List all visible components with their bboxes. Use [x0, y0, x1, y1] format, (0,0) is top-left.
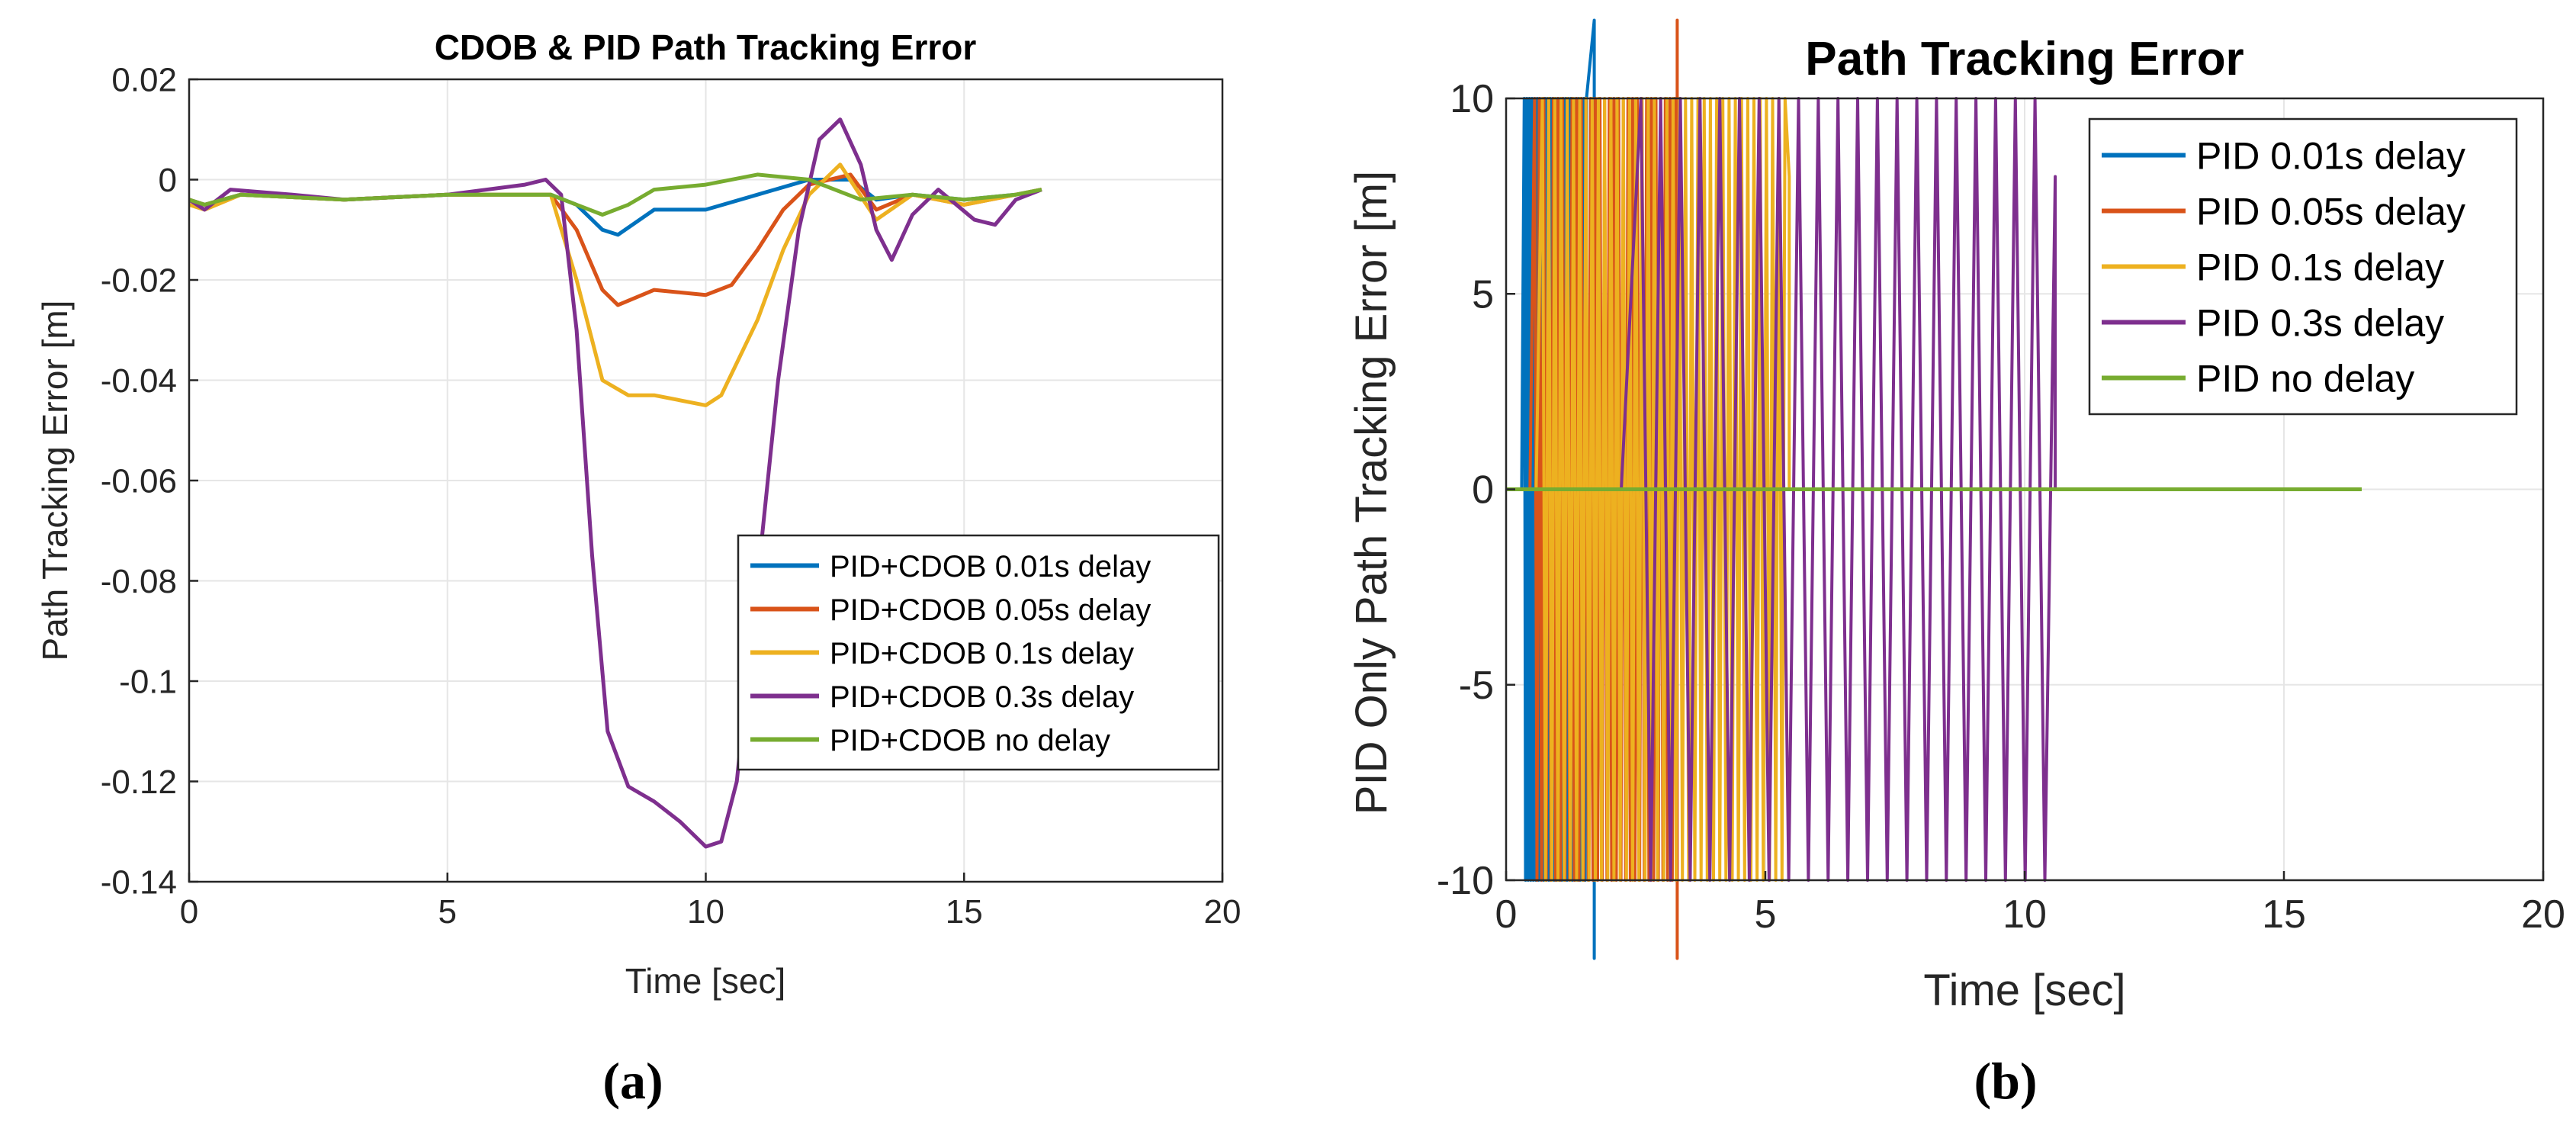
chart-a-legend-label-pid-cdob-0-05s-delay: PID+CDOB 0.05s delay: [830, 593, 1151, 627]
chart-b-ytick-label: -10: [1437, 859, 1494, 903]
chart-b-ytick-label: 10: [1450, 77, 1494, 121]
chart-b-legend-label-pid-no-delay: PID no delay: [2196, 358, 2414, 400]
chart-b-xtick-label: 0: [1495, 892, 1518, 937]
chart-a-legend-label-pid-cdob-0-01s-delay: PID+CDOB 0.01s delay: [830, 550, 1151, 584]
chart-a-caption: (a): [602, 1052, 663, 1110]
chart-b-legend-label-pid-0-1s-delay: PID 0.1s delay: [2196, 246, 2444, 289]
chart-b-legend-label-pid-0-05s-delay: PID 0.05s delay: [2196, 191, 2465, 233]
chart-b-legend-label-pid-0-3s-delay: PID 0.3s delay: [2196, 302, 2444, 345]
chart-b: 0 5 10 15 20 -10 -5 0 5 10 Path Tracking Error Ti…: [1347, 18, 2565, 1110]
chart-a-ylabel: Path Tracking Error [m]: [35, 301, 75, 661]
chart-a-ytick-label: 0: [159, 162, 177, 199]
chart-b-ytick-label: -5: [1459, 664, 1494, 708]
chart-a-ytick-label: -0.1: [119, 663, 177, 700]
chart-b-caption: (b): [1974, 1052, 2037, 1110]
chart-a-ytick-label: -0.04: [101, 362, 177, 400]
chart-b-ytick-label: 5: [1472, 272, 1494, 317]
chart-a-xlabel: Time [sec]: [625, 961, 785, 1001]
chart-b-xtick-label: 20: [2521, 892, 2565, 937]
chart-b-xtick-label: 5: [1755, 892, 1777, 937]
chart-a-series-pid-cdob-no-delay: [189, 172, 1042, 217]
chart-a-xtick-label: 15: [946, 893, 983, 931]
chart-a-ytick-label: -0.12: [101, 764, 177, 801]
chart-b-ylabel: PID Only Path Tracking Error [m]: [1347, 171, 1396, 815]
chart-a-xtick-label: 0: [180, 893, 198, 931]
chart-b-xtick-label: 10: [2003, 892, 2047, 937]
chart-a-ytick-label: 0.02: [111, 61, 177, 98]
chart-a-legend: PID+CDOB 0.01s delay PID+CDOB 0.05s delay…: [737, 534, 1220, 771]
chart-a-ytick-label: -0.14: [101, 863, 177, 901]
chart-b-ytick-label: 0: [1472, 468, 1494, 513]
chart-a-xtick-label: 10: [687, 893, 724, 931]
chart-b-legend-label-pid-0-01s-delay: PID 0.01s delay: [2196, 135, 2465, 178]
chart-a-xtick-label: 5: [438, 893, 457, 931]
chart-a: 0 5 10 15 20 -0.14 -0.12 -0.1 -0.08 -0.06 -0.04 -0.…: [35, 27, 1241, 1110]
chart-a-title: CDOB & PID Path Tracking Error: [435, 27, 977, 67]
chart-a-xtick-label: 20: [1204, 893, 1241, 931]
chart-b-legend: PID 0.01s delay PID 0.05s delay PID 0.1s d…: [2088, 117, 2518, 416]
chart-a-legend-label-pid-cdob-0-1s-delay: PID+CDOB 0.1s delay: [830, 637, 1134, 670]
chart-a-ytick-label: -0.06: [101, 462, 177, 500]
chart-b-xtick-label: 15: [2262, 892, 2306, 937]
chart-b-title: Path Tracking Error: [1805, 33, 2244, 85]
chart-a-ytick-label: -0.02: [101, 262, 177, 299]
chart-b-xlabel: Time [sec]: [1923, 966, 2125, 1015]
chart-a-legend-label-pid-cdob-no-delay: PID+CDOB no delay: [830, 724, 1110, 757]
chart-a-ytick-label: -0.08: [101, 563, 177, 600]
chart-a-legend-label-pid-cdob-0-3s-delay: PID+CDOB 0.3s delay: [830, 680, 1134, 714]
